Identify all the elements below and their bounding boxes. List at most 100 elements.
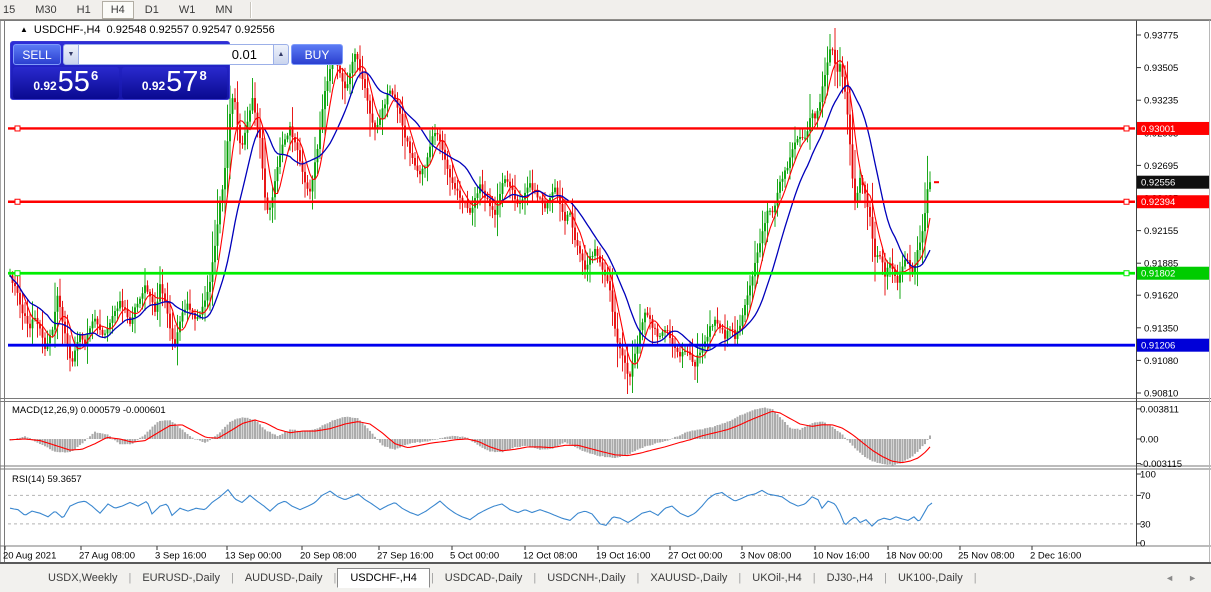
tab-divider: | <box>738 572 742 584</box>
svg-text:0.93775: 0.93775 <box>1144 31 1178 42</box>
price-tag-0.91802 <box>1137 266 1209 280</box>
macd-label: MACD(12,26,9) 0.000579 -0.000601 <box>12 405 166 416</box>
lot-decrease-button[interactable]: ▼ <box>63 44 79 65</box>
timeframe-button-H1[interactable]: H1 <box>68 1 100 19</box>
time-axis[interactable]: 20 Aug 2021 27 Aug 08:00 3 Sep 16:00 13 Sep… <box>3 546 1081 562</box>
svg-text:0.92695: 0.92695 <box>1144 161 1178 172</box>
chart-tab-ukoil-h4[interactable]: UKOil-,H4 <box>752 572 802 584</box>
svg-text:100: 100 <box>1140 470 1156 481</box>
chart-tab-dj30-h4[interactable]: DJ30-,H4 <box>826 572 874 584</box>
svg-text:20 Sep 08:00: 20 Sep 08:00 <box>300 551 357 562</box>
tab-divider: | <box>533 572 537 584</box>
timeframe-button-W1[interactable]: W1 <box>170 1 205 19</box>
timeframe-button-D1[interactable]: D1 <box>136 1 168 19</box>
buy-button[interactable]: BUY <box>291 44 343 65</box>
horizontal-line-objects[interactable] <box>8 125 1135 347</box>
svg-text:0.91080: 0.91080 <box>1144 356 1178 367</box>
tab-divider: | <box>128 572 132 584</box>
sell-price-main: 55 <box>57 66 90 98</box>
tab-divider: | <box>430 572 434 584</box>
svg-text:18 Nov 00:00: 18 Nov 00:00 <box>886 551 943 562</box>
price-tag-0.92556 <box>1137 175 1209 189</box>
svg-text:0.92155: 0.92155 <box>1144 226 1178 237</box>
svg-text:0.93505: 0.93505 <box>1144 63 1178 74</box>
chart-tab-usdchf-h4[interactable]: USDCHF-,H4 <box>337 568 430 588</box>
timeframe-button-15[interactable]: 15 <box>0 1 24 19</box>
hline-left-handle[interactable] <box>14 125 21 132</box>
lot-size-control: ▼ ▲ <box>63 44 289 65</box>
sell-price-superscript: 6 <box>90 68 99 83</box>
chart-tab-bar: USDX,Weekly | EURUSD-,Daily | AUDUSD-,Daily |… <box>0 563 1211 592</box>
ma-slow-line <box>9 71 931 352</box>
svg-text:0.90810: 0.90810 <box>1144 389 1178 400</box>
rsi-label: RSI(14) 59.3657 <box>12 474 82 485</box>
chart-tab-usdcad-daily[interactable]: USDCAD-,Daily <box>444 572 523 584</box>
tabs-scroll-left-icon[interactable]: ◄ <box>1165 573 1175 583</box>
chart-tab-eurusd-daily[interactable]: EURUSD-,Daily <box>142 572 220 584</box>
hline-left-handle[interactable] <box>14 198 21 205</box>
sell-price-prefix: 0.92 <box>33 79 57 93</box>
svg-text:20 Aug 2021: 20 Aug 2021 <box>3 551 56 562</box>
lot-size-input[interactable] <box>79 44 273 65</box>
svg-text:0.91802: 0.91802 <box>1141 269 1175 280</box>
hline-left-handle[interactable] <box>14 270 21 277</box>
chart-tab-usdcnh-daily[interactable]: USDCNH-,Daily <box>547 572 626 584</box>
svg-text:30: 30 <box>1140 519 1151 530</box>
rsi-line <box>9 488 933 527</box>
timeframe-button-MN[interactable]: MN <box>206 1 241 19</box>
svg-text:0.93235: 0.93235 <box>1144 96 1178 107</box>
macd-pane[interactable] <box>9 407 931 466</box>
timeframe-button-H4[interactable]: H4 <box>101 0 134 19</box>
svg-text:0.91350: 0.91350 <box>1144 323 1178 334</box>
chart-title-line: ▲ USDCHF-,H4 0.92548 0.92557 0.92547 0.9… <box>20 24 275 36</box>
tabs-scroll-right-icon[interactable]: ► <box>1188 573 1197 583</box>
price-tag-0.93001 <box>1137 121 1209 135</box>
collapse-panel-icon[interactable]: ▲ <box>20 25 28 34</box>
hline-right-handle[interactable] <box>1123 270 1130 277</box>
buy-price-prefix: 0.92 <box>141 79 166 93</box>
tab-divider: | <box>812 572 816 584</box>
tab-divider: | <box>636 572 640 584</box>
sell-button[interactable]: SELL <box>13 44 61 65</box>
svg-text:70: 70 <box>1140 491 1151 502</box>
hline-right-handle[interactable] <box>1123 198 1130 205</box>
svg-text:0.91620: 0.91620 <box>1144 291 1178 302</box>
sell-price-display[interactable]: 0.92 55 6 <box>13 67 119 99</box>
svg-text:12 Oct 08:00: 12 Oct 08:00 <box>523 551 577 562</box>
timeframe-button-M30[interactable]: M30 <box>26 1 65 19</box>
chart-tab-xauusd-daily[interactable]: XAUUSD-,Daily <box>650 572 728 584</box>
svg-text:27 Aug 08:00: 27 Aug 08:00 <box>79 551 135 562</box>
svg-text:0.92556: 0.92556 <box>1141 178 1175 189</box>
buy-price-display[interactable]: 0.92 57 8 <box>121 66 227 99</box>
svg-text:0.00: 0.00 <box>1140 435 1159 446</box>
svg-text:10 Nov 16:00: 10 Nov 16:00 <box>813 551 870 562</box>
svg-text:13 Sep 00:00: 13 Sep 00:00 <box>225 551 282 562</box>
chart-tab-audusd-daily[interactable]: AUDUSD-,Daily <box>244 572 323 584</box>
tab-divider: | <box>973 572 977 584</box>
svg-text:19 Oct 16:00: 19 Oct 16:00 <box>596 551 650 562</box>
last-price-marker <box>934 181 939 184</box>
tab-divider: | <box>884 572 887 584</box>
tab-divider: | <box>230 572 234 584</box>
one-click-trading-panel: SELL ▼ ▲ BUY 0.92 55 6 0.92 57 8 <box>10 41 343 100</box>
svg-text:0.92394: 0.92394 <box>1141 197 1175 208</box>
svg-text:25 Nov 08:00: 25 Nov 08:00 <box>958 551 1015 562</box>
buy-price-superscript: 8 <box>199 68 207 83</box>
hline-right-handle[interactable] <box>1123 125 1130 132</box>
chart-tab-usdx-weekly[interactable]: USDX,Weekly <box>48 572 118 584</box>
tab-divider: | <box>333 572 337 584</box>
chart-tab-uk100-daily[interactable]: UK100-,Daily <box>897 572 963 584</box>
svg-text:27 Sep 16:00: 27 Sep 16:00 <box>377 551 434 562</box>
macd-signal-line <box>9 410 931 464</box>
buy-price-main: 57 <box>166 66 199 98</box>
timeframe-toolbar: 15 M30 H1 H4 D1 W1 MN <box>0 0 1211 20</box>
svg-text:3 Nov 08:00: 3 Nov 08:00 <box>740 551 791 562</box>
svg-text:3 Sep 16:00: 3 Sep 16:00 <box>155 551 206 562</box>
rsi-pane[interactable] <box>8 488 1135 527</box>
price-axis[interactable]: 0.937750.935050.932350.929650.926950.924… <box>1136 31 1210 400</box>
price-tag-0.91206 <box>1137 338 1209 352</box>
lot-increase-button[interactable]: ▲ <box>273 44 289 65</box>
